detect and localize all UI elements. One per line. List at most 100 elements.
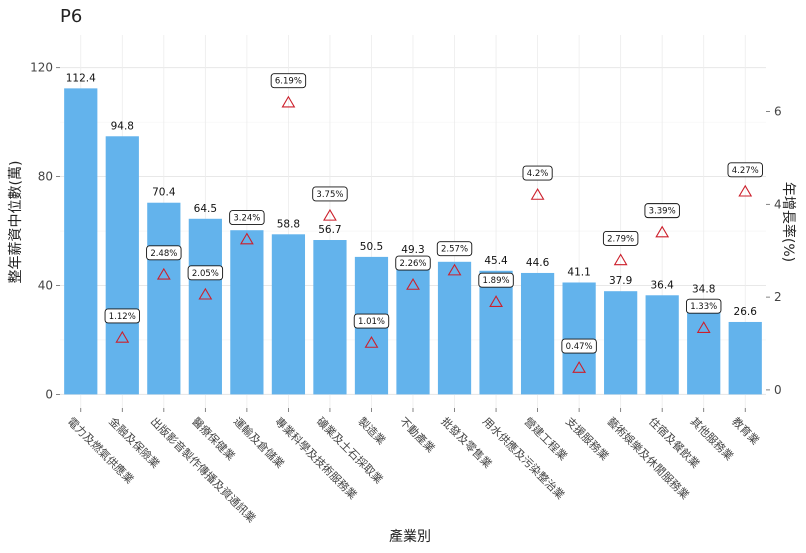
bar-value-label: 112.4 (66, 72, 96, 84)
y2-tick-label: 6 (774, 105, 782, 119)
growth-label-box (312, 186, 348, 202)
bar (230, 230, 264, 395)
growth-markers: 1.12% 2.48% 2.05% 3.24% 6.19% 3.75% 1.01% 2.26%… (104, 73, 763, 373)
growth-label-box (644, 203, 680, 219)
y-tick-label: 80 (38, 170, 53, 184)
growth-label-box (353, 313, 390, 329)
growth-label: 1.01% (358, 317, 385, 327)
growth-marker (613, 253, 628, 266)
growth-label-box (561, 338, 597, 354)
growth-label: 1.33% (690, 302, 717, 312)
growth-marker (115, 330, 130, 343)
growth-marker (696, 321, 711, 333)
growth-marker (198, 287, 213, 300)
growth-label-box (602, 231, 639, 246)
growth-marker (239, 232, 254, 245)
bar-value-label: 56.7 (318, 224, 341, 236)
growth-marker (572, 361, 587, 373)
growth-label-box (395, 255, 431, 271)
growth-label: 2.79% (607, 234, 634, 244)
bar-value-label: 49.3 (401, 244, 424, 256)
bar (105, 136, 139, 395)
growth-label: 2.26% (399, 259, 426, 269)
growth-label: 2.05% (192, 269, 219, 279)
growth-marker (281, 95, 296, 108)
bar (645, 295, 679, 395)
chart-title: P6 (60, 6, 83, 27)
y2-tick-label: 2 (774, 290, 782, 304)
bar (64, 88, 98, 395)
right-axis-title: 年增長率(%) (780, 182, 797, 262)
bar-value-label: 70.4 (152, 187, 176, 199)
growth-label: 3.24% (233, 214, 260, 224)
bars (64, 88, 762, 395)
x-axis-ticks: 電力及燃氣供應業金融及保險業出版影音製作傳播及資通訊業醫療保健業運輸及倉儲業專業… (65, 408, 762, 525)
bar-value-label: 36.4 (650, 279, 674, 291)
y-tick-label: 120 (30, 61, 53, 75)
left-axis-ticks: 0 40 80 120 (30, 61, 60, 401)
growth-marker (489, 295, 503, 307)
bar-value-label: 64.5 (194, 203, 217, 215)
growth-label-box (270, 73, 307, 89)
growth-label-box (727, 162, 763, 178)
growth-label-box (187, 265, 224, 281)
x-axis-title: 產業別 (389, 528, 431, 545)
bar (396, 260, 430, 395)
bar (728, 321, 762, 395)
growth-label: 2.57% (441, 245, 468, 255)
bar-value-label: 44.6 (526, 257, 550, 269)
bar (520, 272, 555, 395)
bar-value-label: 50.5 (360, 241, 383, 253)
bar (313, 240, 347, 395)
bar-value-label: 58.8 (277, 218, 300, 230)
growth-label: 2.48% (150, 249, 177, 259)
growth-label-box (522, 165, 553, 181)
growth-label: 1.89% (483, 276, 510, 286)
x-tick-label: 專業科學及技術服務業 (272, 414, 360, 502)
y-tick-label: 0 (45, 387, 53, 401)
bar (687, 299, 721, 395)
growth-label: 4.2% (527, 169, 549, 179)
x-tick-label: 支援服務業 (563, 414, 612, 463)
y2-tick-label: 4 (774, 197, 782, 211)
x-tick-label: 藝術娛樂及休閒服務業 (605, 414, 693, 502)
bar-value-label: 41.1 (567, 266, 590, 278)
y-tick-label: 40 (38, 278, 53, 292)
growth-label: 4.27% (732, 166, 759, 176)
bar (437, 261, 472, 395)
bar-value-label: 34.8 (692, 284, 715, 296)
growth-marker (323, 208, 337, 221)
right-axis-ticks: 0 2 4 6 (766, 105, 782, 397)
left-axis-title: 整年薪資中位數(萬) (8, 161, 24, 284)
growth-label-box (229, 210, 265, 226)
growth-marker (655, 225, 670, 238)
growth-label-box (146, 245, 182, 261)
bar-value-label: 37.9 (609, 275, 632, 287)
x-tick-label: 教育業 (729, 414, 762, 447)
growth-marker (364, 336, 379, 348)
growth-marker (738, 184, 753, 197)
growth-label: 0.47% (566, 342, 593, 352)
growth-marker (530, 188, 545, 200)
bar-value-label: 26.6 (734, 306, 758, 318)
growth-label-box (436, 241, 473, 257)
bar (147, 202, 181, 395)
growth-label-box (104, 308, 140, 324)
bar (604, 291, 638, 395)
growth-label-box (478, 272, 514, 288)
growth-label: 1.12% (109, 312, 136, 322)
bar-value-label: 94.8 (111, 120, 134, 132)
x-tick-label: 用水供應及污染整治業 (480, 414, 568, 502)
bar (271, 234, 306, 395)
bar (562, 282, 596, 395)
growth-label: 6.19% (275, 77, 302, 87)
bar-value-label: 45.4 (484, 255, 508, 267)
growth-marker (156, 267, 171, 280)
growth-marker (406, 278, 420, 290)
growth-label: 3.75% (316, 190, 343, 200)
growth-label-box (686, 298, 722, 314)
growth-marker (447, 263, 462, 276)
bar (479, 270, 513, 395)
x-tick-label: 製造業 (355, 414, 388, 447)
